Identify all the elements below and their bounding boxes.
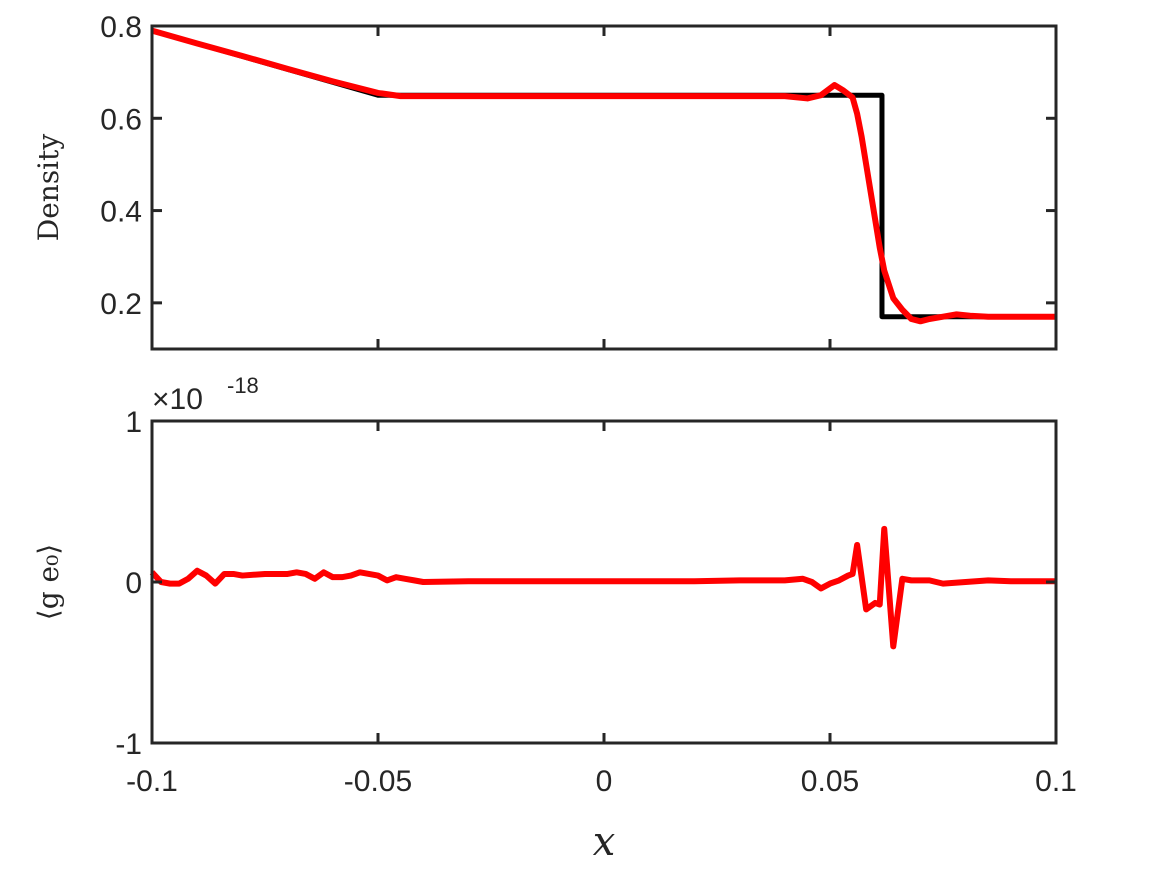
series-group (149, 525, 1056, 650)
y-tick-label: 1 (125, 406, 142, 439)
x-tick-label: 0 (596, 765, 613, 798)
y-tick-label: -1 (115, 728, 142, 761)
numerical-solution-line (149, 525, 1056, 650)
series-group (151, 27, 1056, 325)
numerical-solution-line (151, 27, 1056, 325)
y-tick-label: 0.8 (100, 11, 142, 44)
plot-area (152, 26, 1056, 349)
x-tick-label: 0.1 (1035, 765, 1077, 798)
x-tick-label: -0.05 (344, 765, 412, 798)
y-tick-label: 0 (125, 567, 142, 600)
y-tick-label: 0.6 (100, 103, 142, 136)
y-axis-label: ⟨g e₀⟩ (32, 544, 65, 620)
density-panel: 0.2 0.4 0.6 0.8 Density (32, 11, 1058, 351)
x-tick-label: 0.05 (801, 765, 859, 798)
x-axis-label: x (593, 819, 616, 865)
y-multiplier-exponent: -18 (227, 373, 259, 398)
y-multiplier-label: ×10 (152, 383, 203, 416)
y-tick-label: 0.4 (100, 196, 142, 229)
y-tick-label: 0.2 (100, 288, 142, 321)
moment-panel: -0.1 -0.05 0 0.05 0.1 -1 0 1 ×10 -18 ⟨g e₀⟩ x (32, 373, 1077, 865)
x-tick-label: -0.1 (126, 765, 178, 798)
y-axis-label: Density (32, 134, 65, 242)
